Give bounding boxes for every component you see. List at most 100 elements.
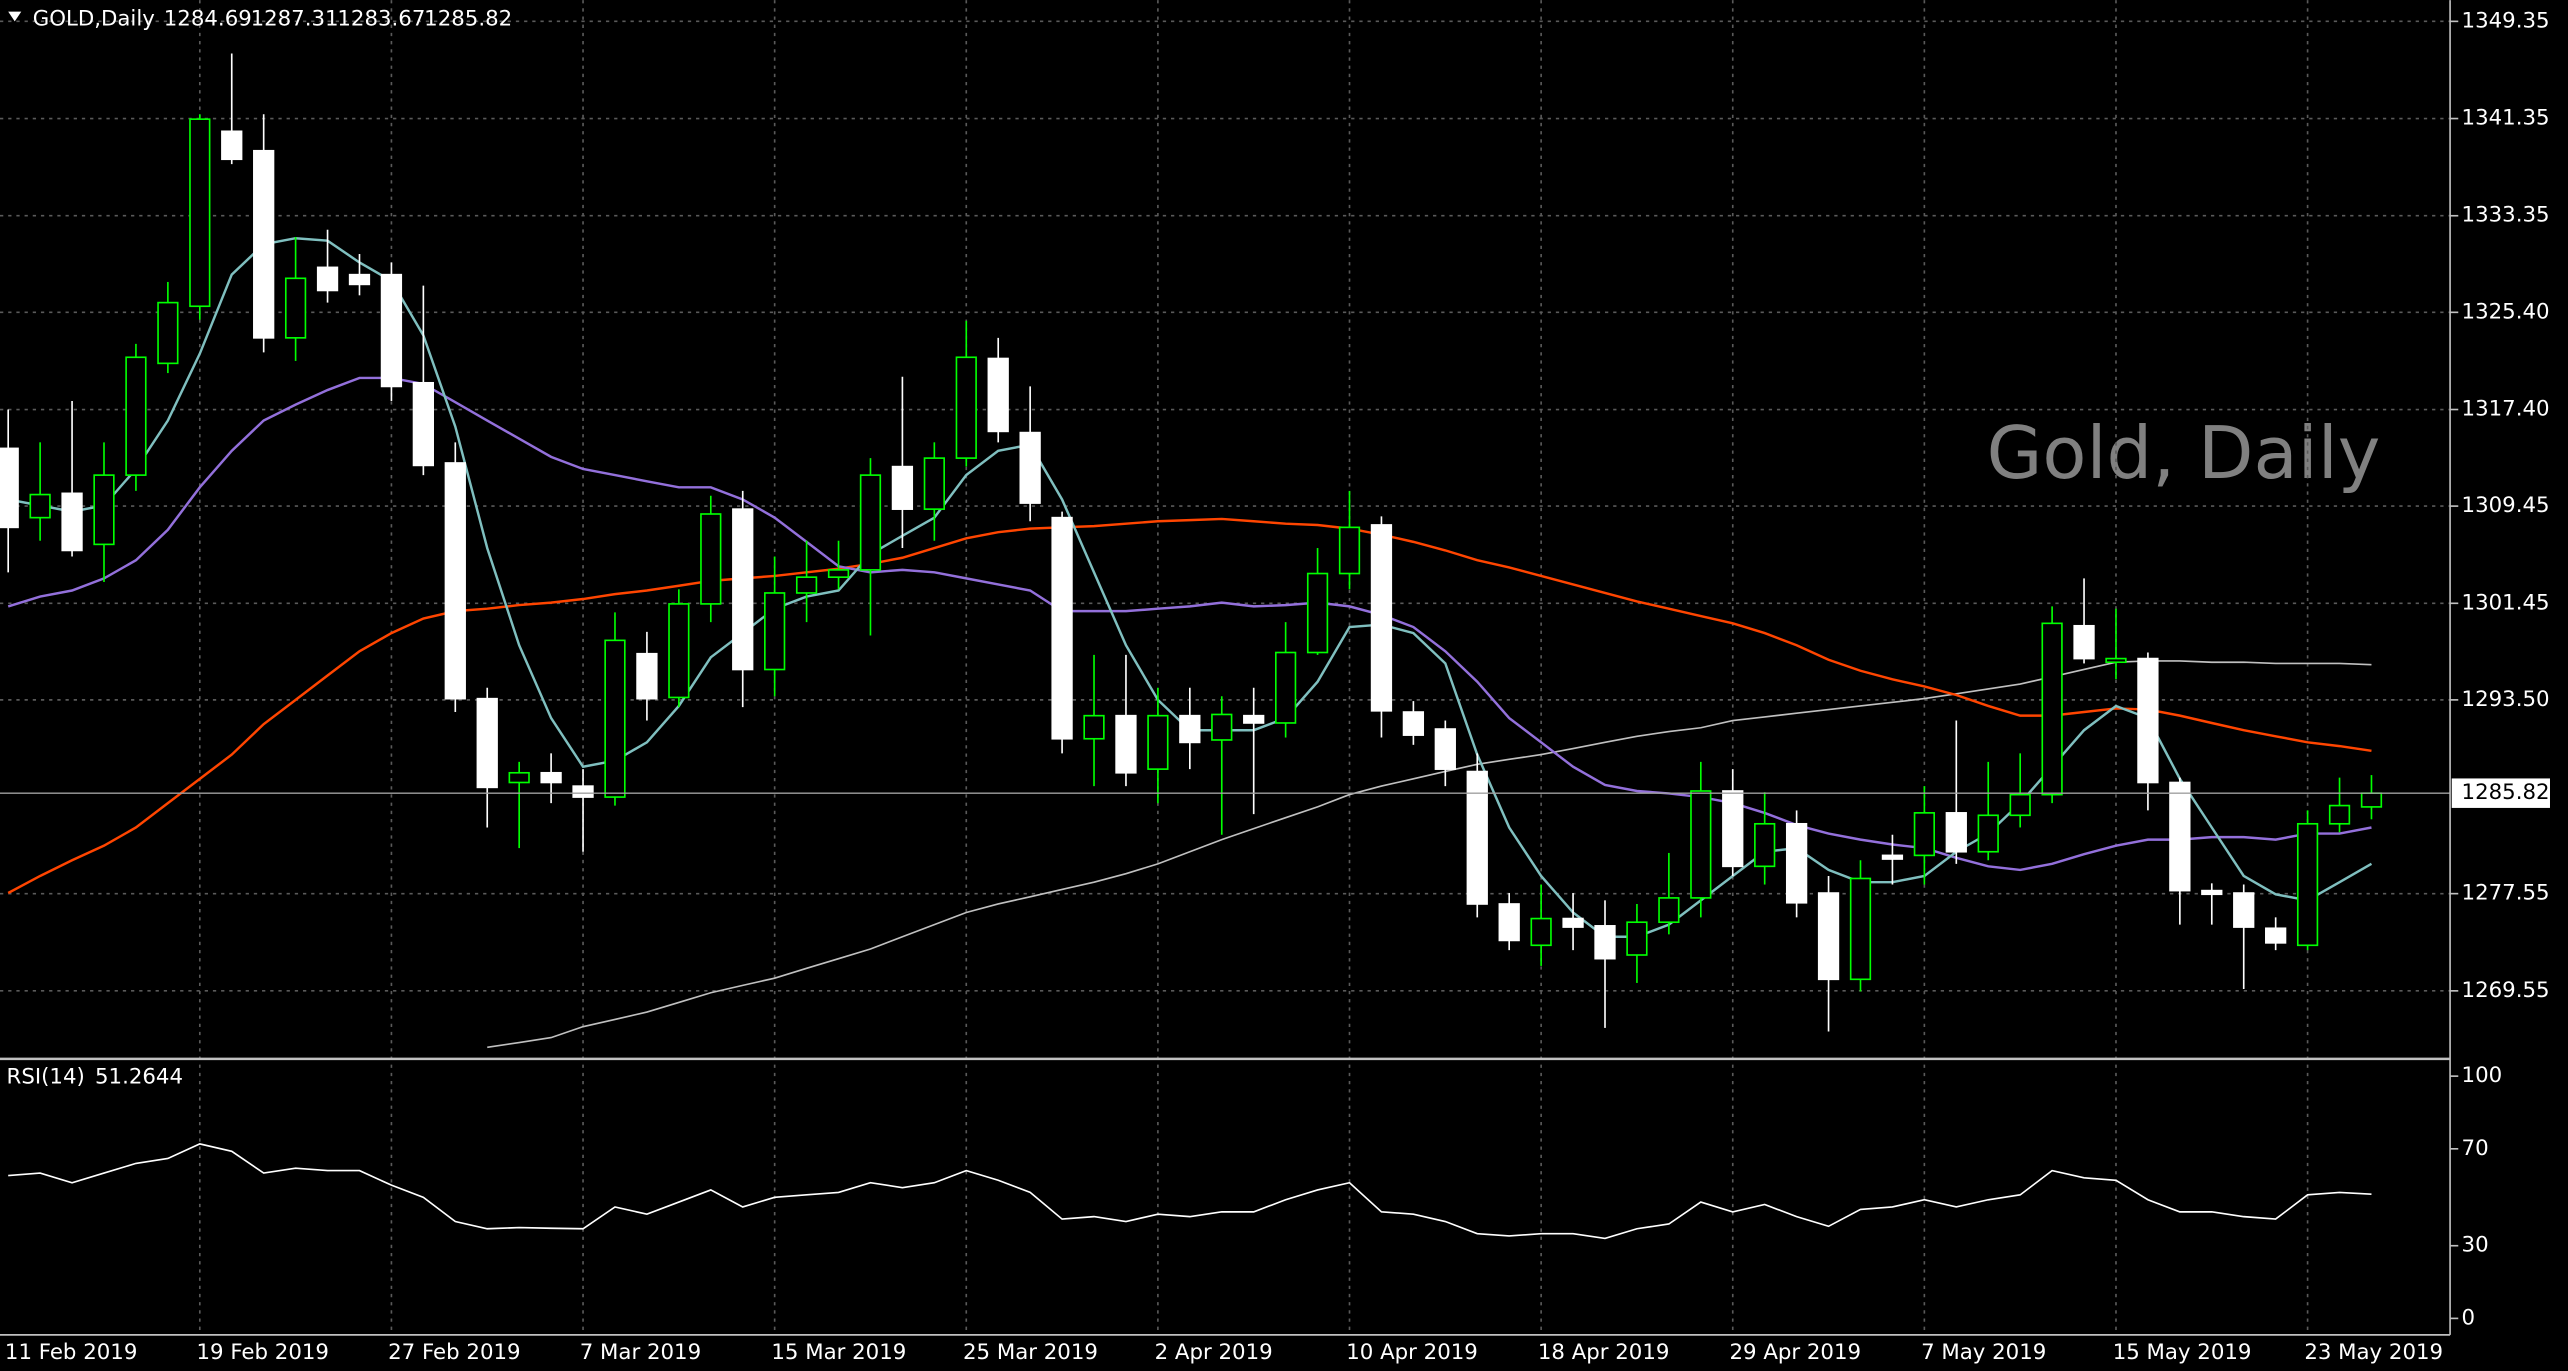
candle-body — [1498, 903, 1520, 942]
candle-body — [2073, 624, 2095, 660]
candle-body — [923, 457, 945, 510]
x-tick-label: 25 Mar 2019 — [963, 1340, 1098, 1365]
y-tick-label: 1277.55 — [2462, 881, 2550, 906]
candle-body — [476, 697, 498, 789]
header-high: 1287.31 — [251, 7, 339, 32]
candle-body — [827, 569, 850, 578]
candle-body — [2328, 804, 2351, 825]
candle-body — [732, 508, 754, 671]
y-tick-label: 1269.55 — [2462, 978, 2550, 1003]
candle-body — [668, 603, 690, 699]
candle-body — [1562, 917, 1584, 928]
x-tick-label: 19 Feb 2019 — [197, 1340, 329, 1365]
candle-body — [1881, 854, 1904, 860]
candle-body — [1658, 897, 1680, 924]
candle-body — [1243, 714, 1265, 724]
candle-body — [764, 592, 786, 671]
current-price-box — [2451, 778, 2550, 808]
moving-average-line — [7, 517, 2372, 895]
candle-body — [987, 357, 1009, 433]
candle-body — [221, 130, 243, 161]
y-tick-label: 1309.45 — [2462, 493, 2550, 518]
candle-body — [955, 356, 977, 459]
y-tick-label: 1293.50 — [2462, 687, 2550, 712]
x-tick-label: 7 May 2019 — [1921, 1340, 2046, 1365]
candle-body — [2009, 793, 2031, 817]
candle-body — [1754, 822, 1776, 868]
candle-body — [125, 356, 147, 476]
candle-body — [348, 273, 371, 286]
rsi-value: 51.2644 — [95, 1065, 183, 1090]
candle-body — [508, 771, 530, 784]
x-tick-label: 7 Mar 2019 — [580, 1340, 701, 1365]
candle-body — [444, 462, 466, 700]
y-tick-label: 1333.35 — [2462, 203, 2550, 228]
candle-body — [700, 513, 722, 605]
candle-body — [0, 447, 19, 529]
candle-body — [604, 639, 626, 798]
candle-body — [2296, 822, 2319, 947]
header-low: 1283.67 — [337, 7, 425, 32]
x-tick-label: 29 Apr 2019 — [1729, 1340, 1861, 1365]
candle-body — [189, 118, 211, 308]
x-tick-label: 15 Mar 2019 — [771, 1340, 906, 1365]
candle-body — [1147, 714, 1169, 770]
x-tick-label: 10 Apr 2019 — [1346, 1340, 1478, 1365]
candle-body — [1530, 917, 1552, 947]
x-tick-label: 11 Feb 2019 — [5, 1340, 137, 1365]
candle-body — [572, 785, 594, 798]
y-tick-label: 1349.35 — [2462, 8, 2550, 33]
y-tick-label: 70 — [2462, 1136, 2489, 1161]
x-tick-label: 23 May 2019 — [2304, 1340, 2443, 1365]
candle-body — [29, 493, 51, 519]
candle-body — [2137, 657, 2159, 784]
candle-body — [2201, 889, 2223, 896]
candle-body — [1594, 925, 1616, 960]
candle-body — [2041, 622, 2063, 796]
current-price-label: 1285.82 — [2462, 780, 2550, 805]
header-close: 1285.82 — [424, 7, 512, 32]
y-tick-label: 1301.45 — [2462, 590, 2550, 615]
y-tick-label: 100 — [2462, 1063, 2503, 1088]
candle-body — [540, 771, 562, 784]
y-tick-label: 1341.35 — [2462, 106, 2550, 131]
candle-body — [1338, 526, 1361, 575]
candle-body — [284, 277, 307, 339]
candle-body — [1370, 524, 1393, 712]
candle-body — [1722, 790, 1744, 868]
candle-body — [2233, 892, 2255, 928]
watermark: Gold, Daily — [1987, 411, 2381, 495]
candle-body — [2360, 792, 2383, 808]
y-tick-label: 0 — [2462, 1305, 2476, 1330]
candle-body — [2169, 781, 2191, 892]
x-tick-label: 27 Feb 2019 — [388, 1340, 520, 1365]
x-tick-label: 2 Apr 2019 — [1155, 1340, 1273, 1365]
y-tick-label: 30 — [2462, 1233, 2489, 1258]
y-tick-label: 1325.40 — [2462, 299, 2550, 324]
x-tick-label: 18 Apr 2019 — [1538, 1340, 1670, 1365]
candle-body — [1849, 877, 1872, 981]
candle-body — [380, 273, 403, 388]
candle-body — [316, 266, 339, 292]
candle-body — [1115, 714, 1137, 774]
candle-body — [1945, 812, 1967, 853]
candle-body — [1211, 713, 1233, 741]
candle-body — [2265, 927, 2287, 944]
header-open: 1284.69 — [164, 7, 252, 32]
candle-body — [1083, 714, 1105, 740]
candle-body — [1913, 812, 1936, 857]
candle-body — [1179, 714, 1201, 744]
candle-body — [2105, 657, 2127, 664]
candle-body — [1626, 921, 1648, 956]
candle-body — [1051, 516, 1073, 740]
candle-body — [795, 576, 818, 594]
candle-body — [157, 301, 179, 365]
candle-body — [1274, 651, 1297, 724]
candle-body — [1402, 711, 1425, 736]
candle-body — [1019, 431, 1041, 504]
y-tick-label: 1317.40 — [2462, 397, 2550, 422]
x-tick-label: 15 May 2019 — [2113, 1340, 2252, 1365]
